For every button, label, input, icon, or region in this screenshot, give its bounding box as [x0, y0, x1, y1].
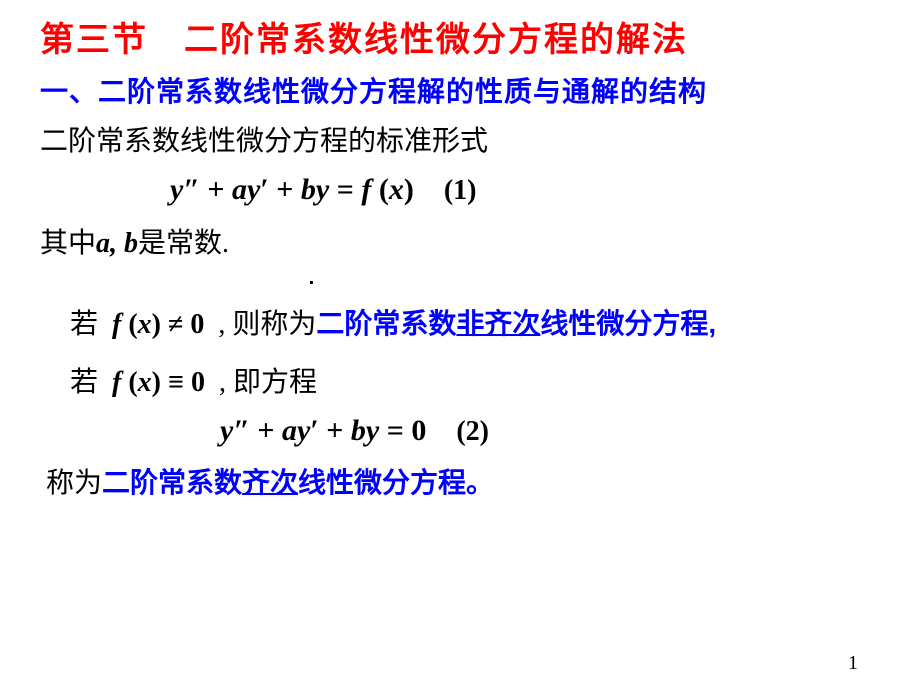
- equation-2: y″ + ay′ + by = 0: [220, 414, 426, 448]
- slide-title: 第三节 二阶常系数线性微分方程的解法: [40, 18, 880, 62]
- equation-2-row: y″ + ay′ + by = 0 (2): [40, 414, 880, 448]
- equation-2-number: (2): [456, 416, 489, 448]
- decorative-dots: [40, 281, 880, 284]
- section-heading: 一、二阶常系数线性微分方程解的性质与通解的结构: [40, 72, 880, 111]
- equation-1-row: y″ + ay′ + by = f (x) (1): [40, 173, 880, 207]
- page-number: 1: [848, 652, 858, 675]
- constants-note: 其中a, b是常数.: [40, 221, 880, 261]
- equation-1: y″ + ay′ + by = f (x): [170, 173, 414, 207]
- nonhom-line: 若 f (x) ≠ 0 , 则称为二阶常系数非齐次线性微分方程,: [40, 302, 880, 342]
- equation-1-number: (1): [444, 175, 477, 207]
- hom-line: 称为二阶常系数齐次线性微分方程。: [40, 462, 880, 505]
- standard-form-label: 二阶常系数线性微分方程的标准形式: [40, 121, 880, 163]
- hom-condition-line: 若 f (x) ≡ 0 , 即方程: [40, 360, 880, 400]
